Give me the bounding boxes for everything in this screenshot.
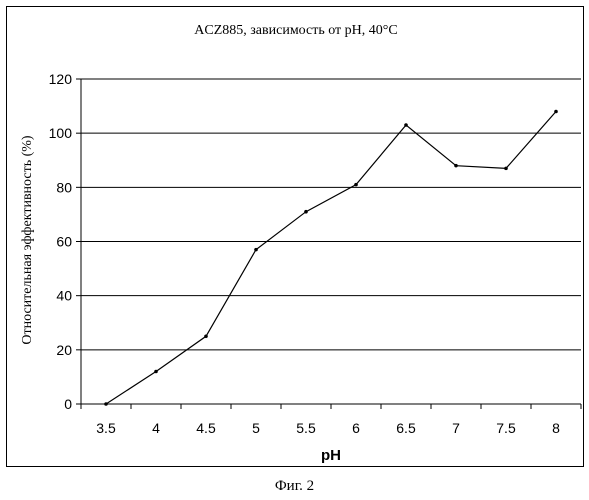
x-tick-label: 3.5 (96, 420, 116, 436)
figure-caption: Фиг. 2 (0, 478, 589, 495)
y-tick-labels: 0 20 40 60 80 100 120 (49, 71, 73, 412)
series-line (106, 112, 556, 405)
series-line-layer (106, 112, 556, 405)
data-point (104, 402, 108, 406)
data-point (554, 110, 558, 114)
y-tick-label: 60 (56, 234, 72, 250)
y-tick-label: 120 (49, 71, 73, 87)
data-point (254, 248, 258, 252)
y-tick-label: 80 (56, 179, 72, 195)
data-point (404, 123, 408, 127)
data-point (204, 334, 208, 338)
axes (76, 79, 581, 409)
x-tick-label: 7.5 (496, 420, 516, 436)
data-point (304, 210, 308, 214)
data-point (504, 167, 508, 171)
x-tick-label: 4.5 (196, 420, 216, 436)
chart-title: ACZ885, зависимость от pH, 40°C (194, 23, 397, 38)
x-tick-label: 5 (252, 420, 260, 436)
y-tick-label: 0 (64, 396, 72, 412)
y-tick-label: 100 (49, 125, 73, 141)
y-axis-label: Относительная эффективность (%) (20, 135, 35, 345)
x-axis-label: pH (321, 447, 341, 464)
data-point (354, 183, 358, 187)
x-tick-label: 4 (152, 420, 160, 436)
x-tick-label: 7 (452, 420, 460, 436)
y-tick-label: 20 (56, 342, 72, 358)
x-tick-label: 6.5 (396, 420, 416, 436)
data-point (454, 164, 458, 168)
x-tick-labels: 3.5 4 4.5 5 5.5 6 6.5 7 7.5 8 (96, 420, 560, 436)
x-tick-label: 6 (352, 420, 360, 436)
grid-lines (81, 79, 581, 350)
data-points (104, 110, 558, 406)
data-point (154, 370, 158, 374)
y-tick-label: 40 (56, 288, 72, 304)
x-tick-label: 5.5 (296, 420, 316, 436)
x-tick-label: 8 (552, 420, 560, 436)
chart-svg: ACZ885, зависимость от pH, 40°C 0 20 40 60 8… (0, 0, 589, 470)
